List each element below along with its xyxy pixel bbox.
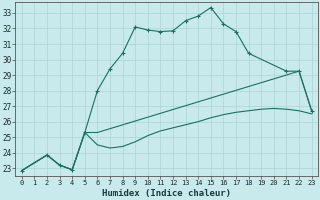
X-axis label: Humidex (Indice chaleur): Humidex (Indice chaleur) xyxy=(102,189,231,198)
